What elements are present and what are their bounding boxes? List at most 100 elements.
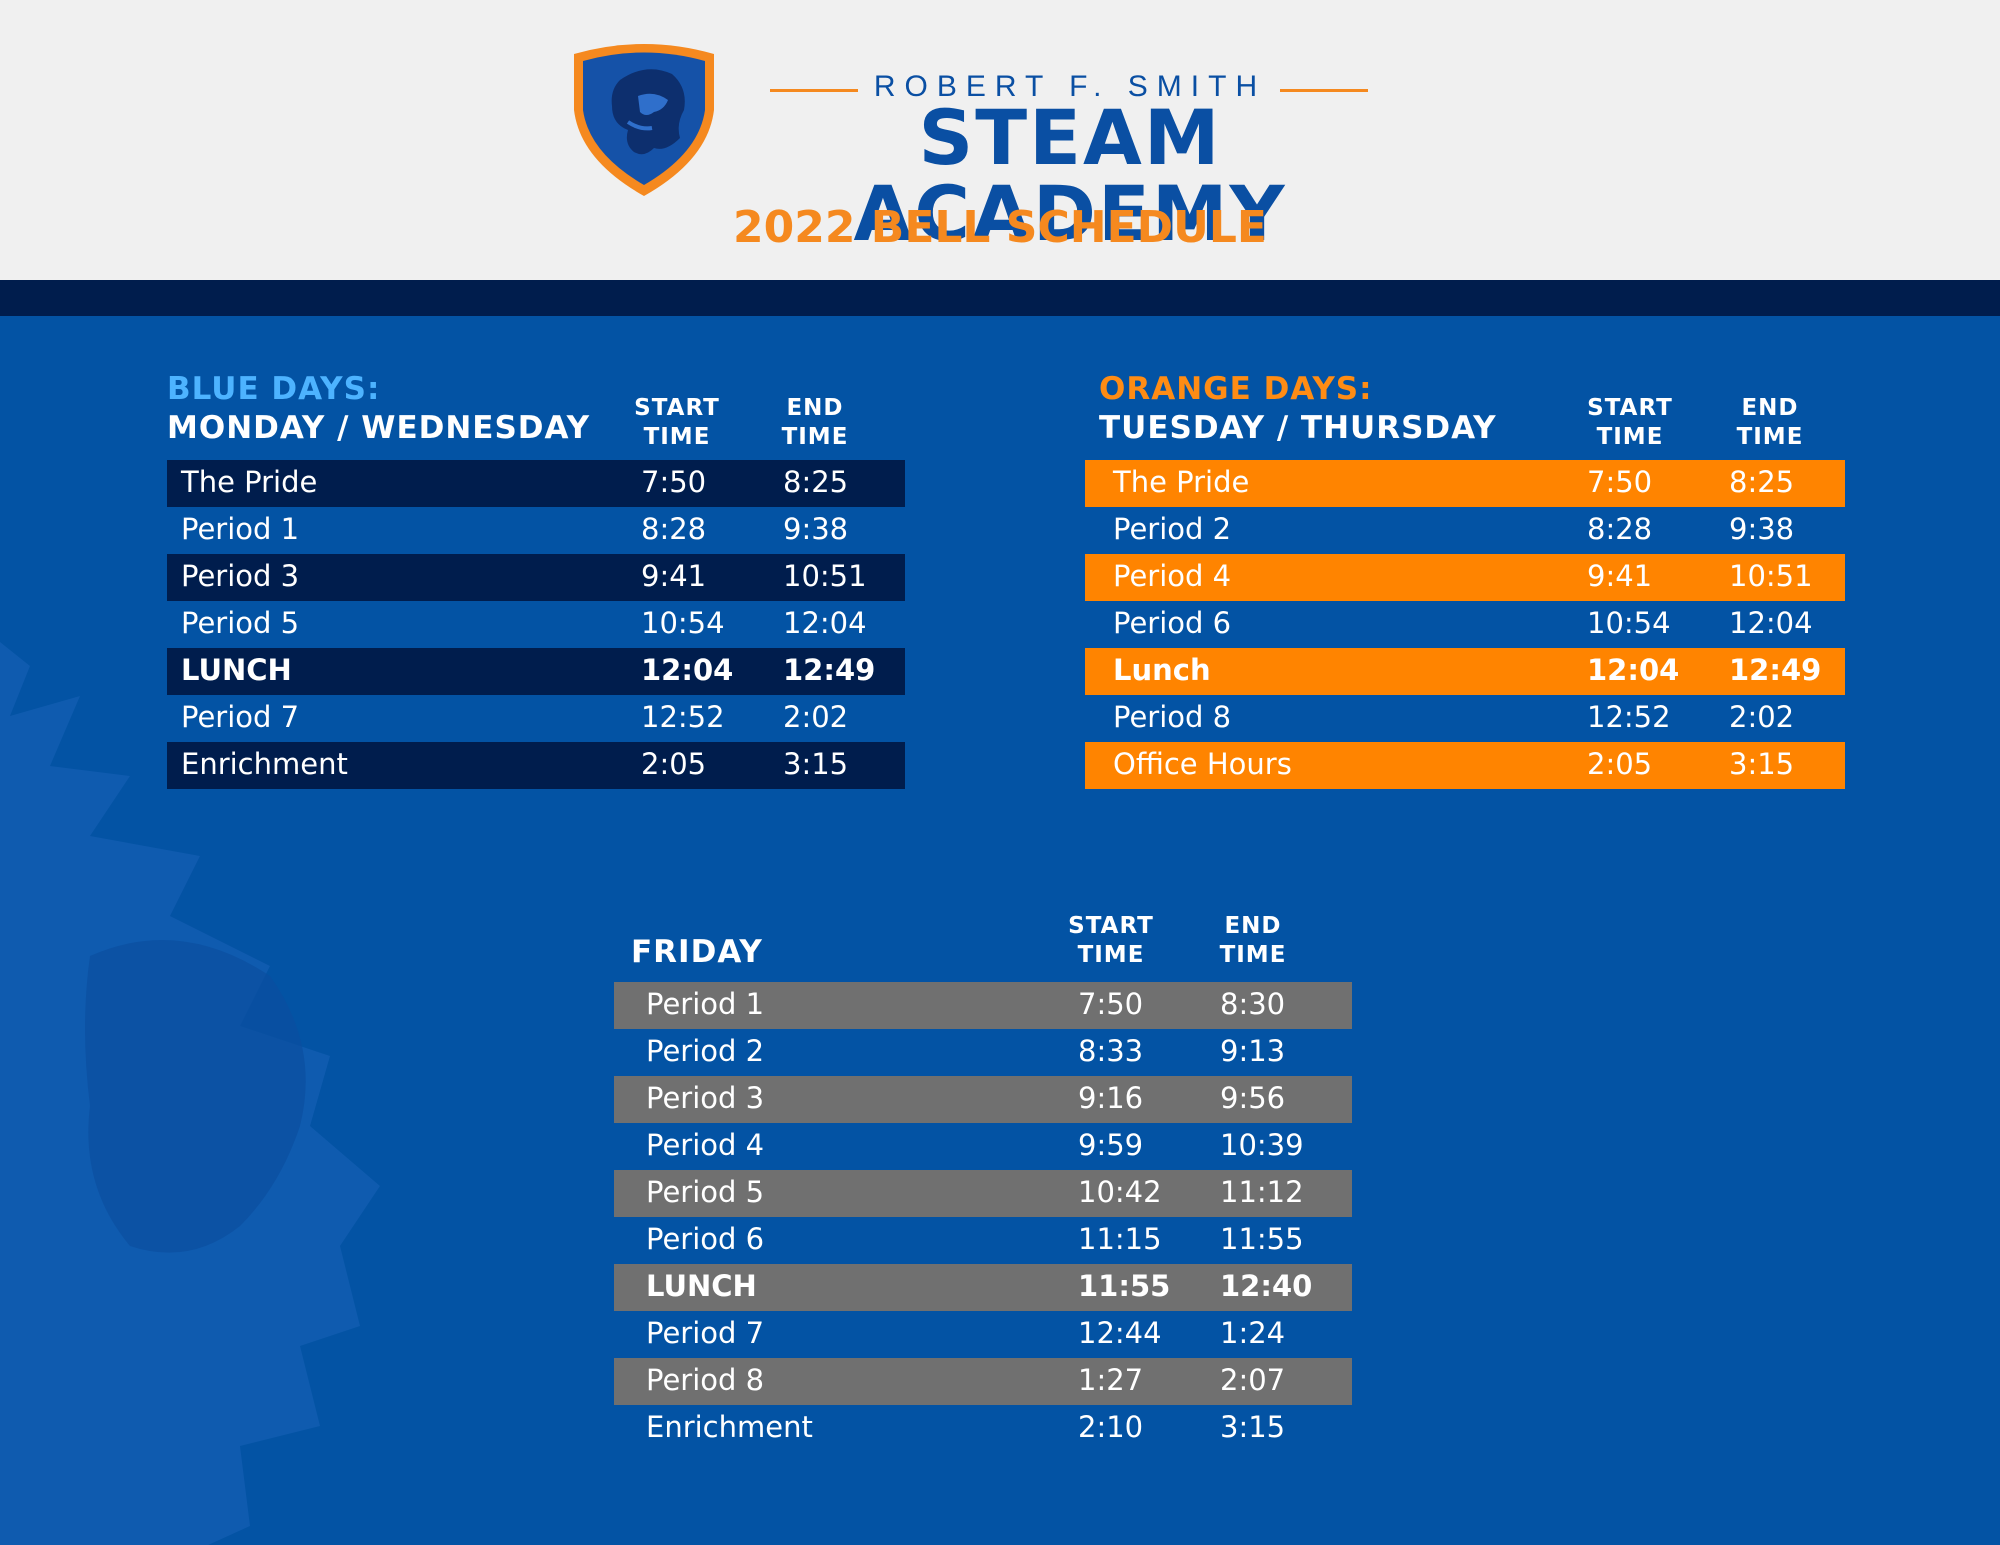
period-name: Period 6 [1113, 606, 1232, 640]
blue-days-table: The Pride 7:50 8:25 Period 1 8:28 9:38 Period … [167, 460, 905, 789]
start-time: 10:54 [1587, 606, 1671, 640]
friday-start-header-line2: TIME [1077, 942, 1145, 968]
end-time: 10:39 [1220, 1128, 1304, 1162]
table-row: Period 5 10:42 11:12 [614, 1170, 1352, 1217]
period-name: LUNCH [181, 653, 292, 687]
end-time: 11:55 [1220, 1222, 1304, 1256]
table-row: Period 7 12:44 1:24 [614, 1311, 1352, 1358]
table-row: Period 8 1:27 2:07 [614, 1358, 1352, 1405]
period-name: Period 1 [646, 987, 765, 1021]
table-row: Period 1 7:50 8:30 [614, 982, 1352, 1029]
start-time: 8:28 [1587, 512, 1653, 546]
start-time: 11:15 [1078, 1222, 1162, 1256]
start-time: 11:55 [1078, 1269, 1171, 1303]
start-time: 10:42 [1078, 1175, 1162, 1209]
header-band [0, 280, 2000, 316]
blue-start-header: START TIME [617, 394, 737, 452]
start-time: 10:54 [641, 606, 725, 640]
table-row: LUNCH 11:55 12:40 [614, 1264, 1352, 1311]
start-time: 9:59 [1078, 1128, 1144, 1162]
start-time: 12:44 [1078, 1316, 1162, 1350]
blue-days-label: BLUE DAYS: [167, 371, 381, 407]
lion-watermark-icon [0, 642, 380, 1545]
table-row: Enrichment 2:10 3:15 [614, 1405, 1352, 1452]
end-time: 8:25 [1729, 465, 1795, 499]
start-time: 9:41 [1587, 559, 1653, 593]
end-time: 3:15 [1220, 1410, 1286, 1444]
start-time: 8:28 [641, 512, 707, 546]
end-time: 2:02 [783, 700, 849, 734]
friday-start-header-line1: START [1068, 913, 1154, 939]
table-row: Period 2 8:28 9:38 [1085, 507, 1845, 554]
orange-days-label: ORANGE DAYS: [1099, 371, 1373, 407]
start-time: 12:04 [1587, 653, 1680, 687]
start-time: 12:52 [641, 700, 725, 734]
friday-end-header-line2: TIME [1219, 942, 1287, 968]
period-name: Period 8 [1113, 700, 1232, 734]
start-time: 7:50 [1587, 465, 1653, 499]
end-time: 9:56 [1220, 1081, 1286, 1115]
orange-days-days: TUESDAY / THURSDAY [1099, 410, 1497, 446]
end-time: 10:51 [783, 559, 867, 593]
period-name: Period 7 [181, 700, 300, 734]
title-rule-left [770, 89, 858, 92]
end-time: 2:07 [1220, 1363, 1286, 1397]
period-name: Period 5 [181, 606, 300, 640]
period-name: The Pride [1113, 465, 1250, 499]
end-time: 8:30 [1220, 987, 1286, 1021]
end-time: 8:25 [783, 465, 849, 499]
orange-start-header-line2: TIME [1596, 424, 1664, 450]
start-time: 2:10 [1078, 1410, 1144, 1444]
academy-name: STEAM ACADEMY [853, 93, 1287, 258]
period-name: Period 7 [646, 1316, 765, 1350]
period-name: Period 2 [1113, 512, 1232, 546]
start-time: 7:50 [1078, 987, 1144, 1021]
start-time: 7:50 [641, 465, 707, 499]
start-time: 2:05 [641, 747, 707, 781]
end-time: 3:15 [783, 747, 849, 781]
start-time: 9:41 [641, 559, 707, 593]
friday-label: FRIDAY [631, 934, 763, 970]
period-name: The Pride [181, 465, 318, 499]
table-row: Period 1 8:28 9:38 [167, 507, 905, 554]
start-time: 9:16 [1078, 1081, 1144, 1115]
period-name: Period 3 [646, 1081, 765, 1115]
period-name: Period 5 [646, 1175, 765, 1209]
table-row: Office Hours 2:05 3:15 [1085, 742, 1845, 789]
end-time: 9:38 [783, 512, 849, 546]
friday-table: Period 1 7:50 8:30 Period 2 8:33 9:13 Period 3… [614, 982, 1352, 1452]
blue-start-header-line2: TIME [643, 424, 711, 450]
period-name: Period 2 [646, 1034, 765, 1068]
orange-end-header-line2: TIME [1736, 424, 1804, 450]
end-time: 12:49 [783, 653, 876, 687]
table-row: Period 6 10:54 12:04 [1085, 601, 1845, 648]
table-row: Period 6 11:15 11:55 [614, 1217, 1352, 1264]
start-time: 2:05 [1587, 747, 1653, 781]
table-row: Period 2 8:33 9:13 [614, 1029, 1352, 1076]
table-row: Period 4 9:41 10:51 [1085, 554, 1845, 601]
period-name: Enrichment [181, 747, 348, 781]
period-name: Office Hours [1113, 747, 1292, 781]
period-name: Period 3 [181, 559, 300, 593]
schedule-title: 2022 BELL SCHEDULE [733, 202, 1267, 253]
period-name: Enrichment [646, 1410, 813, 1444]
period-name: Period 4 [646, 1128, 765, 1162]
table-row: Period 3 9:16 9:56 [614, 1076, 1352, 1123]
end-time: 10:51 [1729, 559, 1813, 593]
title-rule-right [1280, 89, 1368, 92]
period-name: Lunch [1113, 653, 1211, 687]
table-row: Enrichment 2:05 3:15 [167, 742, 905, 789]
blue-end-header-line2: TIME [781, 424, 849, 450]
table-row: Period 3 9:41 10:51 [167, 554, 905, 601]
orange-start-header: START TIME [1570, 394, 1690, 452]
orange-end-header: END TIME [1710, 394, 1830, 452]
end-time: 2:02 [1729, 700, 1795, 734]
period-name: LUNCH [646, 1269, 757, 1303]
end-time: 3:15 [1729, 747, 1795, 781]
school-name: ROBERT F. SMITH [873, 70, 1267, 103]
table-row: Period 8 12:52 2:02 [1085, 695, 1845, 742]
friday-start-header: START TIME [1051, 912, 1171, 970]
end-time: 11:12 [1220, 1175, 1304, 1209]
start-time: 1:27 [1078, 1363, 1144, 1397]
end-time: 12:40 [1220, 1269, 1313, 1303]
